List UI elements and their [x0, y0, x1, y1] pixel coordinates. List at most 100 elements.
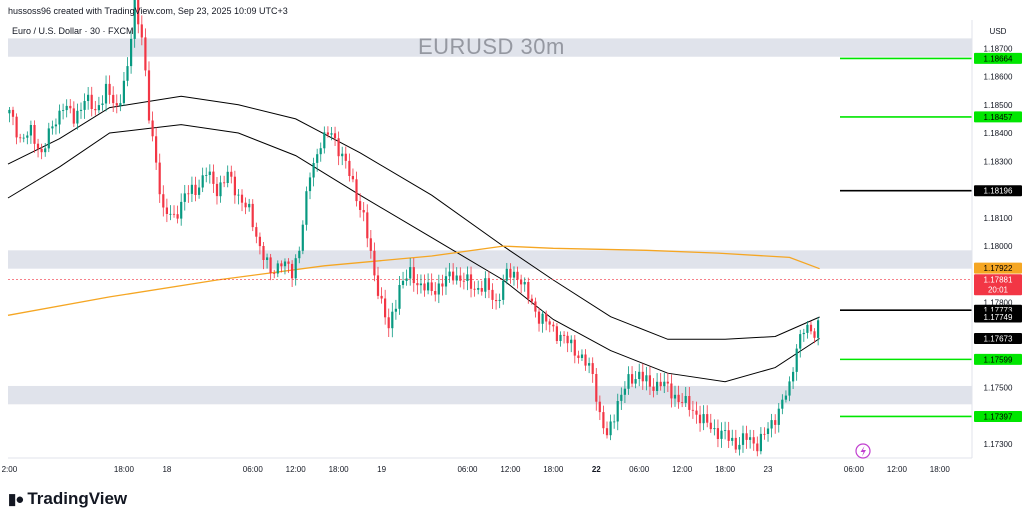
candle-body	[94, 109, 97, 111]
candle-body	[602, 412, 605, 429]
band-price-tag-bg	[974, 311, 1022, 323]
candle-body	[305, 191, 308, 225]
candle-body	[423, 283, 426, 291]
candle-body	[505, 268, 508, 281]
candle-body	[144, 37, 147, 71]
symbol-title[interactable]: Euro / U.S. Dollar · 30 · FXCM	[12, 26, 134, 36]
candle-body	[570, 339, 573, 344]
candle-body	[180, 201, 183, 219]
candle-body	[541, 313, 544, 324]
candle-body	[724, 430, 727, 431]
candle-body	[548, 321, 551, 325]
candle-body	[341, 153, 344, 157]
x-tick-label: 06:00	[844, 465, 865, 474]
candle-body	[394, 308, 397, 312]
candle-body	[319, 148, 322, 155]
candle-body	[509, 268, 512, 278]
candle-body	[198, 187, 201, 195]
candle-body	[151, 120, 154, 137]
candle-body	[480, 288, 483, 292]
candle-body	[620, 394, 623, 401]
candle-body	[788, 381, 791, 396]
last-price-tag-countdown: 20:01	[988, 286, 1009, 295]
candle-body	[233, 176, 236, 196]
candle-body	[33, 125, 36, 144]
x-tick-label: 18	[162, 465, 171, 474]
attribution-text: hussoss96 created with TradingView.com, …	[8, 6, 288, 16]
candle-body	[83, 101, 86, 110]
candle-body	[631, 374, 634, 384]
candle-body	[595, 374, 598, 402]
candle-body	[219, 182, 222, 197]
candle-body	[362, 210, 365, 213]
candle-body	[312, 163, 315, 178]
candle-body	[681, 402, 684, 403]
candle-body	[44, 148, 47, 153]
candle-body	[169, 213, 172, 215]
candle-body	[87, 94, 90, 101]
candle-body	[502, 280, 505, 300]
candle-body	[344, 153, 347, 161]
supply-demand-zone	[8, 250, 972, 269]
candle-body	[427, 282, 430, 291]
candle-body	[19, 137, 22, 139]
candle-body	[473, 288, 476, 290]
candle-body	[477, 288, 480, 290]
candle-body	[359, 201, 362, 210]
candle-body	[763, 433, 766, 435]
target-price-tag: 1.18457	[984, 113, 1013, 122]
y-tick-label: 1.18600	[984, 73, 1013, 82]
candle-body	[208, 171, 211, 175]
candle-body	[437, 283, 440, 295]
x-tick-label: 12:00	[286, 465, 307, 474]
target-price-tag-bg	[974, 52, 1022, 64]
candle-body	[734, 437, 737, 450]
candle-body	[97, 105, 100, 111]
candle-body	[759, 433, 762, 452]
candle-body	[563, 334, 566, 336]
candle-body	[384, 298, 387, 318]
ma-price-tag-bg	[974, 262, 1022, 274]
target-price-tag-bg	[974, 353, 1022, 365]
candle-body	[269, 257, 272, 274]
lightning-bolt-icon	[860, 446, 866, 457]
target-price-tag-bg	[974, 111, 1022, 123]
tradingview-brand[interactable]: ▮● TradingView	[8, 489, 127, 509]
candle-body	[663, 381, 666, 387]
candle-body	[727, 430, 730, 441]
candle-body	[537, 311, 541, 324]
y-tick-label: 1.17500	[984, 383, 1013, 392]
candle-body	[738, 444, 741, 450]
candle-body	[419, 283, 422, 286]
candle-body	[165, 207, 168, 214]
candle-body	[65, 105, 68, 111]
band-upper-line	[7, 95, 820, 340]
candle-body	[716, 428, 719, 439]
candle-body	[487, 278, 490, 290]
candle-body	[430, 282, 433, 291]
candle-body	[351, 176, 354, 180]
candle-body	[58, 110, 61, 125]
candle-body	[176, 214, 179, 219]
candle-body	[792, 371, 795, 382]
x-tick-label: 12:00	[672, 465, 693, 474]
candle-body	[673, 394, 677, 399]
candle-body	[266, 257, 269, 260]
candle-body	[530, 298, 533, 302]
candle-body	[588, 363, 591, 366]
candle-body	[190, 184, 193, 194]
x-tick-label: 06:00	[457, 465, 478, 474]
candle-body	[201, 175, 204, 188]
candle-body	[258, 236, 261, 247]
candle-body	[391, 311, 394, 329]
candle-body	[240, 194, 244, 203]
candle-body	[527, 282, 530, 299]
candle-body	[115, 103, 118, 106]
candle-body	[40, 148, 43, 153]
candle-body	[516, 271, 519, 280]
candle-body	[566, 335, 569, 344]
candle-body	[223, 182, 226, 184]
candle-body	[47, 128, 50, 149]
candle-body	[756, 443, 759, 452]
